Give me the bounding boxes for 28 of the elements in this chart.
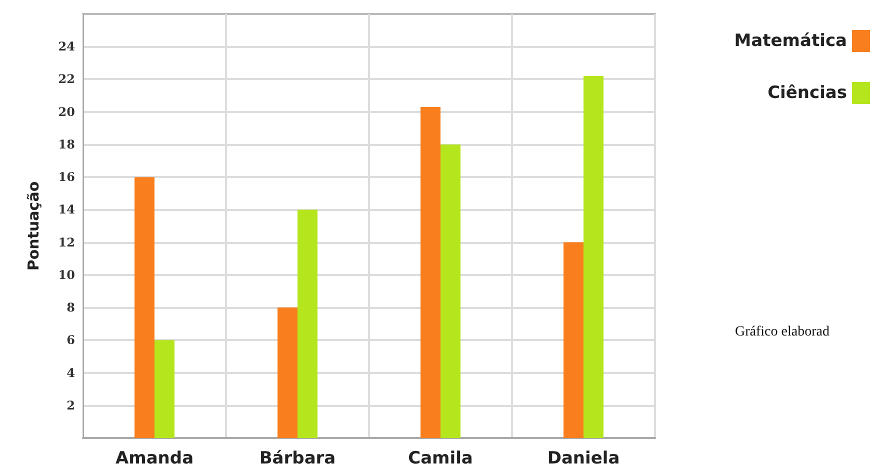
bar: [564, 242, 584, 438]
x-tick-label: Amanda: [115, 448, 194, 468]
bar: [440, 144, 460, 438]
y-axis-title: Pontuação: [24, 181, 42, 271]
y-tick-label: 24: [58, 40, 75, 54]
y-tick-label: 8: [66, 300, 75, 315]
bar: [278, 308, 298, 438]
legend-label: Matemática: [734, 31, 847, 51]
text: Gráfico elaborad: [735, 324, 830, 340]
bar: [584, 76, 604, 438]
x-tick-label: Camila: [408, 448, 473, 468]
y-tick-label: 18: [58, 137, 75, 152]
bar: [154, 340, 174, 438]
y-tick-label: 14: [58, 202, 75, 217]
y-tick-label: 22: [58, 72, 75, 86]
y-tick-label: 6: [66, 333, 75, 348]
x-tick-label: Bárbara: [259, 448, 336, 468]
bar: [420, 106, 440, 438]
x-tick-label: Daniela: [547, 448, 620, 468]
legend-label: Ciências: [768, 83, 847, 103]
y-tick-label: 2: [66, 398, 75, 412]
bar: [298, 210, 318, 438]
bar: [134, 177, 154, 438]
y-tick-label: 4: [66, 366, 75, 380]
y-tick-label: 12: [58, 235, 75, 250]
y-tick-label: 20: [58, 104, 75, 119]
y-tick-label: 10: [58, 268, 75, 282]
y-tick-label: 16: [58, 170, 75, 184]
